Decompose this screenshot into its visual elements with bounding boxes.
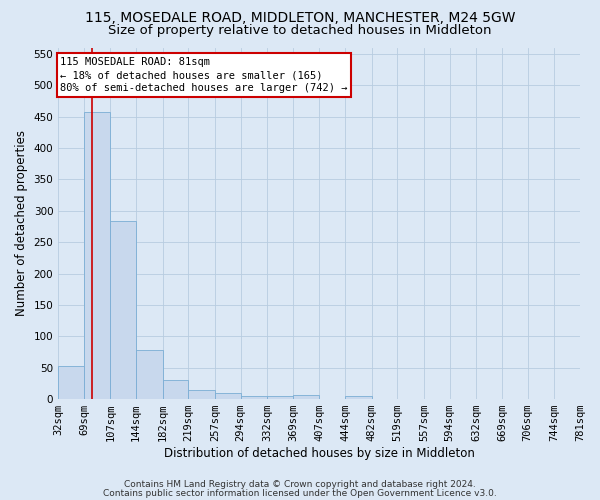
Text: Contains HM Land Registry data © Crown copyright and database right 2024.: Contains HM Land Registry data © Crown c…	[124, 480, 476, 489]
Bar	[215, 393, 241, 399]
Bar	[241, 396, 267, 399]
Text: Contains public sector information licensed under the Open Government Licence v3: Contains public sector information licen…	[103, 488, 497, 498]
Text: 115 MOSEDALE ROAD: 81sqm
← 18% of detached houses are smaller (165)
80% of semi-: 115 MOSEDALE ROAD: 81sqm ← 18% of detach…	[60, 57, 348, 94]
Bar	[84, 112, 110, 399]
Bar	[345, 396, 371, 399]
Bar	[136, 350, 163, 399]
Bar	[188, 390, 215, 399]
Text: Size of property relative to detached houses in Middleton: Size of property relative to detached ho…	[108, 24, 492, 37]
Text: 115, MOSEDALE ROAD, MIDDLETON, MANCHESTER, M24 5GW: 115, MOSEDALE ROAD, MIDDLETON, MANCHESTE…	[85, 11, 515, 25]
Y-axis label: Number of detached properties: Number of detached properties	[15, 130, 28, 316]
Bar	[267, 396, 293, 399]
X-axis label: Distribution of detached houses by size in Middleton: Distribution of detached houses by size …	[164, 447, 475, 460]
Bar	[163, 380, 188, 399]
Bar	[110, 222, 136, 399]
Bar	[58, 366, 84, 399]
Bar	[293, 396, 319, 399]
